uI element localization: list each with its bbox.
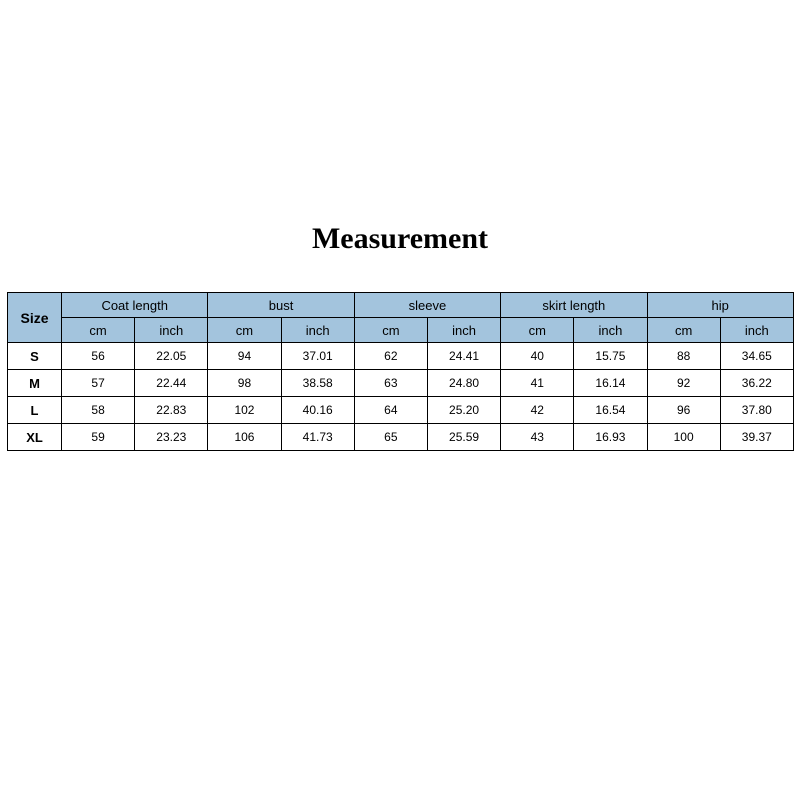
size-cell: XL bbox=[8, 424, 62, 451]
value-cell: 41 bbox=[501, 370, 574, 397]
value-cell: 65 bbox=[354, 424, 427, 451]
value-cell: 16.93 bbox=[574, 424, 647, 451]
table-row: M 57 22.44 98 38.58 63 24.80 41 16.14 92… bbox=[8, 370, 794, 397]
header-unit: cm bbox=[62, 318, 135, 343]
value-cell: 25.59 bbox=[427, 424, 500, 451]
value-cell: 63 bbox=[354, 370, 427, 397]
header-unit: cm bbox=[354, 318, 427, 343]
value-cell: 16.54 bbox=[574, 397, 647, 424]
value-cell: 42 bbox=[501, 397, 574, 424]
header-group: Coat length bbox=[62, 293, 208, 318]
value-cell: 106 bbox=[208, 424, 281, 451]
header-unit: inch bbox=[281, 318, 354, 343]
size-cell: L bbox=[8, 397, 62, 424]
header-group: skirt length bbox=[501, 293, 647, 318]
size-cell: M bbox=[8, 370, 62, 397]
value-cell: 40 bbox=[501, 343, 574, 370]
header-unit: cm bbox=[647, 318, 720, 343]
value-cell: 24.80 bbox=[427, 370, 500, 397]
value-cell: 22.83 bbox=[135, 397, 208, 424]
value-cell: 88 bbox=[647, 343, 720, 370]
value-cell: 24.41 bbox=[427, 343, 500, 370]
value-cell: 94 bbox=[208, 343, 281, 370]
header-size: Size bbox=[8, 293, 62, 343]
header-group: hip bbox=[647, 293, 793, 318]
value-cell: 64 bbox=[354, 397, 427, 424]
value-cell: 58 bbox=[62, 397, 135, 424]
value-cell: 23.23 bbox=[135, 424, 208, 451]
value-cell: 39.37 bbox=[720, 424, 793, 451]
value-cell: 37.01 bbox=[281, 343, 354, 370]
measurement-table-wrap: Size Coat length bust sleeve skirt lengt… bbox=[7, 292, 793, 451]
table-row: XL 59 23.23 106 41.73 65 25.59 43 16.93 … bbox=[8, 424, 794, 451]
table-body: S 56 22.05 94 37.01 62 24.41 40 15.75 88… bbox=[8, 343, 794, 451]
header-unit: inch bbox=[427, 318, 500, 343]
value-cell: 102 bbox=[208, 397, 281, 424]
value-cell: 96 bbox=[647, 397, 720, 424]
page-title: Measurement bbox=[0, 222, 800, 256]
value-cell: 40.16 bbox=[281, 397, 354, 424]
header-unit: inch bbox=[720, 318, 793, 343]
table-row: S 56 22.05 94 37.01 62 24.41 40 15.75 88… bbox=[8, 343, 794, 370]
value-cell: 59 bbox=[62, 424, 135, 451]
header-unit: cm bbox=[208, 318, 281, 343]
value-cell: 57 bbox=[62, 370, 135, 397]
value-cell: 16.14 bbox=[574, 370, 647, 397]
header-row-units: cm inch cm inch cm inch cm inch cm inch bbox=[8, 318, 794, 343]
value-cell: 92 bbox=[647, 370, 720, 397]
value-cell: 15.75 bbox=[574, 343, 647, 370]
value-cell: 56 bbox=[62, 343, 135, 370]
header-unit: inch bbox=[574, 318, 647, 343]
header-group: sleeve bbox=[354, 293, 500, 318]
table-row: L 58 22.83 102 40.16 64 25.20 42 16.54 9… bbox=[8, 397, 794, 424]
header-row-groups: Size Coat length bust sleeve skirt lengt… bbox=[8, 293, 794, 318]
header-unit: inch bbox=[135, 318, 208, 343]
table-header: Size Coat length bust sleeve skirt lengt… bbox=[8, 293, 794, 343]
value-cell: 43 bbox=[501, 424, 574, 451]
header-unit: cm bbox=[501, 318, 574, 343]
value-cell: 62 bbox=[354, 343, 427, 370]
value-cell: 34.65 bbox=[720, 343, 793, 370]
page: Measurement Size Coat length bust sleeve… bbox=[0, 0, 800, 800]
value-cell: 22.44 bbox=[135, 370, 208, 397]
value-cell: 41.73 bbox=[281, 424, 354, 451]
size-cell: S bbox=[8, 343, 62, 370]
header-group: bust bbox=[208, 293, 354, 318]
value-cell: 98 bbox=[208, 370, 281, 397]
value-cell: 25.20 bbox=[427, 397, 500, 424]
value-cell: 36.22 bbox=[720, 370, 793, 397]
value-cell: 100 bbox=[647, 424, 720, 451]
value-cell: 37.80 bbox=[720, 397, 793, 424]
value-cell: 22.05 bbox=[135, 343, 208, 370]
value-cell: 38.58 bbox=[281, 370, 354, 397]
measurement-table: Size Coat length bust sleeve skirt lengt… bbox=[7, 292, 794, 451]
